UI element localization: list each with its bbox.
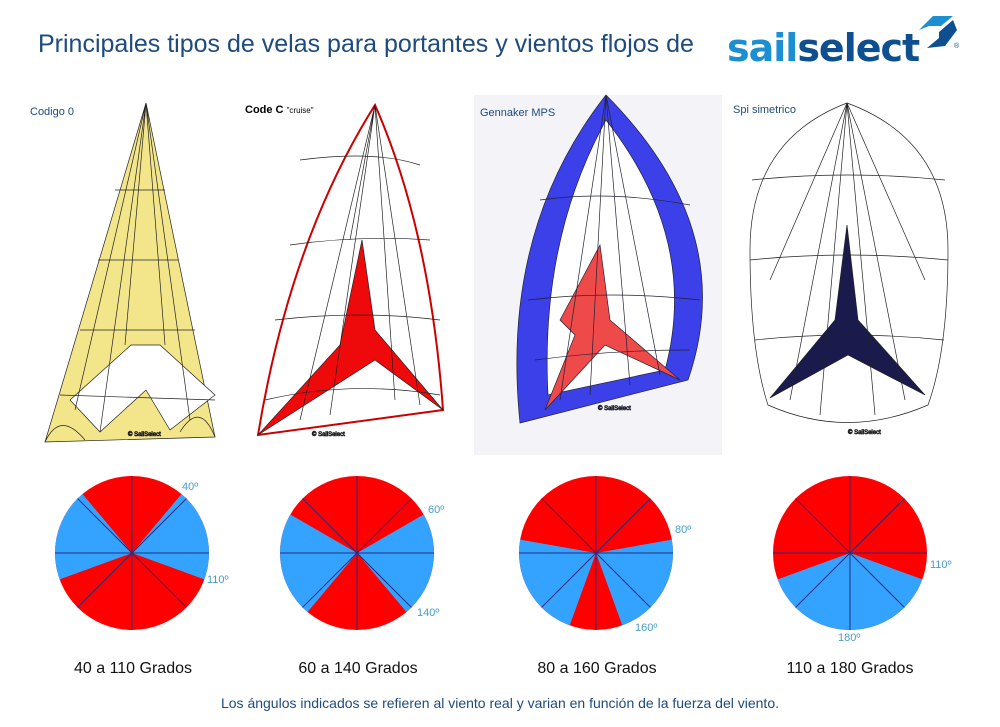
logo-mark-icon: ®: [919, 16, 960, 50]
pie-1-to-label: 110º: [207, 574, 229, 586]
pie-3-to-label: 160º: [635, 622, 658, 634]
pie-3-range-port: [519, 539, 596, 626]
svg-text:© SailSelect: © SailSelect: [598, 405, 631, 412]
svg-text:®: ®: [954, 42, 960, 50]
sail-spi-simetrico: © SailSelect: [749, 102, 949, 436]
page-title: Principales tipos de velas para portante…: [38, 30, 694, 58]
logo-text-sail: sail: [727, 26, 798, 70]
sail-label-codigo-0: Codigo 0: [30, 106, 75, 118]
sailselect-logo: sailselect ®: [727, 12, 962, 70]
pie-1-range-port: [54, 494, 132, 580]
pie-2-to-label: 140º: [417, 607, 440, 619]
sail-label-code-c: Code C "cruise": [245, 104, 314, 116]
sail-code-c: © SailSelect: [256, 102, 445, 438]
sail-gennaker: © SailSelect: [516, 94, 703, 424]
pie-2-from-label: 60º: [428, 504, 445, 516]
pie-2-bearing-line: [302, 498, 412, 608]
pie-4-range-port: [777, 553, 850, 630]
pie-4-range-starboard: [850, 553, 923, 630]
pie-4-bearing-line: [795, 498, 905, 608]
sail-codigo-0: © SailSelect: [44, 102, 216, 443]
pie-4-from-label: 110º: [930, 559, 952, 571]
range-caption-3: 80 a 160 Grados: [537, 660, 657, 677]
range-caption-1: 40 a 110 Grados: [73, 660, 192, 677]
pie-3-from-label: 80º: [675, 524, 692, 536]
svg-text:© SailSelect: © SailSelect: [848, 429, 881, 436]
pie-1-range-starboard: [132, 494, 209, 580]
pie-3-range-starboard: [596, 539, 673, 626]
pie-1-from-label: 40º: [182, 481, 199, 493]
range-caption-4: 110 a 180 Grados: [786, 660, 914, 677]
sail-label-spi: Spi simetrico: [733, 104, 796, 116]
pie-4-to-label: 180º: [838, 632, 861, 644]
svg-text:© SailSelect: © SailSelect: [312, 431, 345, 438]
range-caption-2: 60 a 140 Grados: [298, 660, 418, 677]
logo-text-select: select: [797, 26, 920, 70]
pie-3-bearing-line: [541, 498, 651, 608]
sail-label-gennaker: Gennaker MPS: [480, 107, 556, 119]
pie-1-bearing-line: [77, 498, 187, 608]
pie-2-range-starboard: [357, 514, 434, 612]
footnote: Los ángulos indicados se refieren al vie…: [220, 695, 779, 711]
pie-2-range-port: [280, 514, 357, 612]
svg-text:© SailSelect: © SailSelect: [128, 431, 161, 438]
